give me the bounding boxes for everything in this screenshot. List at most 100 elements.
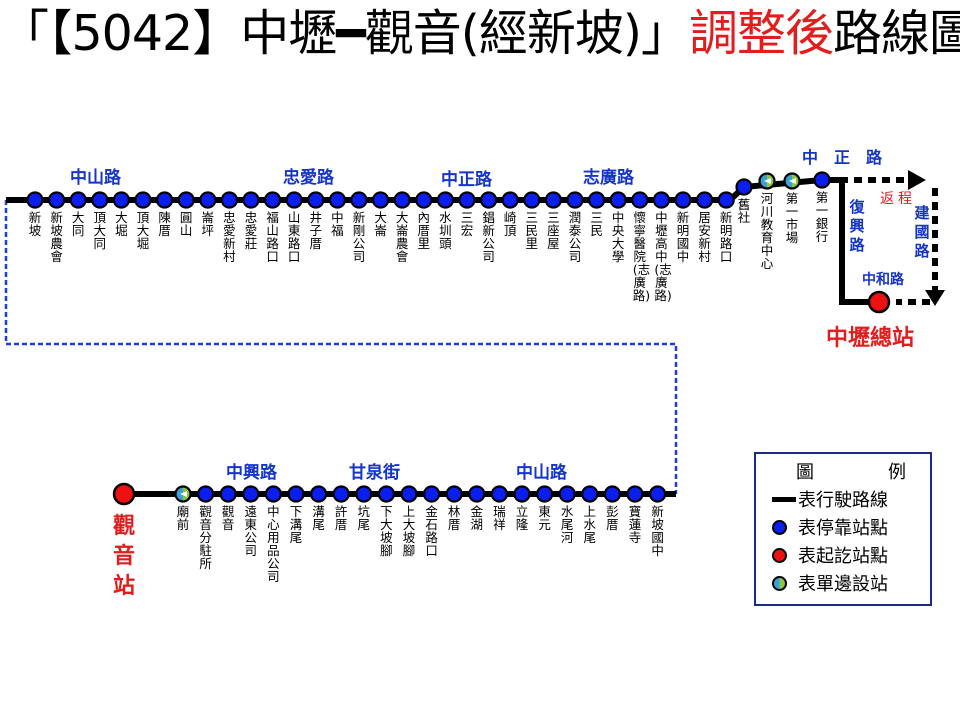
stop-marker-中壢高中(志廣路): [652, 191, 671, 209]
stop-marker-崎頂: [501, 191, 519, 209]
stop-marker-懷寧醫院(志廣路): [631, 191, 649, 209]
terminal-symbol: [772, 547, 787, 563]
stop-label-top-28: 懷寧醫院(志廣路): [632, 210, 651, 303]
stop-label-bottom-18: 上水尾: [583, 504, 597, 545]
stop-marker-忠愛新村: [220, 191, 238, 209]
legend-row-terminal: 表起訖站點: [772, 544, 888, 567]
stop-label-top-11: 福山路口: [266, 210, 279, 264]
stop-label-top-23: 三民里: [525, 210, 539, 251]
stop-marker-新明路口: [717, 191, 735, 209]
stop-symbol: [772, 519, 787, 535]
legend-terminal-text: 表起訖站點: [798, 546, 888, 567]
stop-label-top-24: 三座屋: [547, 210, 560, 251]
stop-marker-金湖: [468, 485, 486, 503]
legend-title-left: 圖: [796, 462, 814, 483]
legend-stop-text: 表停靠站點: [798, 518, 888, 539]
stop-marker-新坡農會: [47, 191, 66, 209]
stop-marker-新明國中: [674, 191, 692, 209]
stop-label-top-31: 居安新村: [698, 210, 711, 264]
stop-marker-錩新公司: [480, 191, 498, 209]
stop-label-top-26: 三民: [590, 210, 603, 238]
stop-label-bottom-20: 寶蓮寺: [628, 504, 642, 545]
route-line-top: [6, 177, 823, 203]
road-fuxing: 復興路: [849, 198, 865, 254]
one-side-stop-symbol: [772, 575, 787, 591]
road-top-zhongai: 忠愛路: [283, 168, 334, 188]
stop-label-bottom-7: 許厝: [334, 504, 348, 532]
stop-label-top-22: 崎頂: [503, 210, 517, 238]
legend: 圖 例 表行駛路線 表停靠站點 表起訖站點 表單邊設站: [754, 452, 932, 606]
stop-marker-新坡國中: [648, 485, 667, 503]
stop-marker-三民里: [523, 191, 541, 209]
stop-marker-井子厝: [307, 191, 325, 209]
stop-marker-新剛公司: [350, 191, 368, 209]
stop-label-top-7: 圓山: [179, 210, 193, 238]
title-suffix: 路線圖: [832, 5, 960, 62]
stop-marker-大崙: [372, 191, 390, 209]
stop-marker-三宏: [458, 191, 476, 209]
stop-label-top-27: 中央大學: [611, 210, 625, 264]
road-bottom-ganquan: 甘泉街: [349, 463, 400, 483]
legend-route-text: 表行駛路線: [798, 490, 888, 511]
stop-label-bottom-5: 下溝尾: [289, 504, 303, 545]
stop-label-bottom-21: 新坡國中: [651, 504, 664, 558]
road-bottom-zhongshan: 中山路: [516, 463, 567, 483]
stop-marker-東元: [535, 485, 554, 503]
stop-marker-舊社: [735, 178, 753, 196]
stop-marker-坑尾: [355, 485, 373, 503]
legend-row-route: 表行駛路線: [772, 488, 888, 511]
stop-label-top-14: 中福: [331, 210, 344, 238]
stop-marker-下大坡腳: [377, 485, 395, 503]
legend-row-stop: 表停靠站點: [772, 516, 888, 539]
stop-marker-居安新村: [695, 191, 714, 209]
terminal-zhongli-label: 中壢總站: [826, 326, 915, 351]
stop-marker-大同: [69, 191, 87, 209]
stop-marker-圓山: [177, 191, 195, 209]
stop-label-upper-1: 河川教育中心: [760, 191, 774, 271]
legend-oneside-text: 表單邊設站: [798, 574, 888, 595]
stop-marker-立隆: [513, 485, 531, 503]
stop-marker-新坡: [26, 191, 44, 209]
stop-label-bottom-8: 坑尾: [357, 504, 371, 532]
stop-marker-三民: [587, 191, 606, 209]
stop-label-bottom-2: 觀音: [221, 504, 235, 532]
return-arrow-right: [908, 170, 926, 190]
stop-marker-中心用品公司: [264, 485, 282, 503]
stop-label-bottom-13: 金湖: [470, 504, 484, 532]
stop-marker-水尾河: [558, 485, 576, 503]
stop-label-upper-3: 第一銀行: [815, 190, 829, 244]
one-side-arrow-河川教育中心: [764, 178, 771, 184]
stop-label-top-15: 新剛公司: [352, 210, 366, 264]
stop-label-top-18: 內厝里: [417, 210, 431, 251]
stop-marker-崙坪: [199, 191, 217, 209]
road-top-zhongshan: 中山路: [70, 168, 121, 188]
title-mid: 觀音(經新坡)」: [364, 5, 690, 62]
stop-label-bottom-11: 金石路口: [425, 504, 438, 558]
stop-marker-彭厝: [603, 485, 622, 503]
stop-marker-潤泰公司: [566, 191, 584, 209]
road-zhonghe: 中和路: [862, 272, 904, 288]
stop-label-top-13: 井子厝: [309, 210, 323, 251]
road-bottom-zhongxing: 中興路: [226, 463, 277, 483]
stop-label-top-4: 大堀: [115, 210, 128, 238]
route-line-fuxing: [822, 177, 880, 305]
stop-label-top-2: 大同: [71, 210, 85, 238]
stop-marker-三座屋: [544, 191, 563, 209]
legend-title-right: 例: [888, 462, 906, 483]
stop-marker-溝尾: [310, 485, 328, 503]
route-line-symbol: [772, 496, 796, 502]
stop-label-top-30: 新明國中: [676, 210, 690, 264]
stop-marker-大堀: [112, 191, 131, 209]
stop-marker-許厝: [332, 485, 350, 503]
stop-label-bottom-16: 東元: [538, 504, 551, 532]
stop-marker-頂大堀: [134, 191, 152, 209]
stop-label-top-8: 崙坪: [201, 210, 215, 238]
stop-label-bottom-10: 上大坡腳: [402, 504, 416, 558]
stop-label-upper-0: 舊社: [737, 197, 751, 225]
stop-label-top-5: 頂大堀: [136, 210, 150, 251]
stop-label-top-6: 陳厝: [158, 210, 171, 238]
stop-marker-下溝尾: [287, 485, 305, 503]
stop-label-top-3: 頂大同: [93, 210, 107, 251]
stop-label-top-1: 新坡農會: [50, 210, 63, 264]
